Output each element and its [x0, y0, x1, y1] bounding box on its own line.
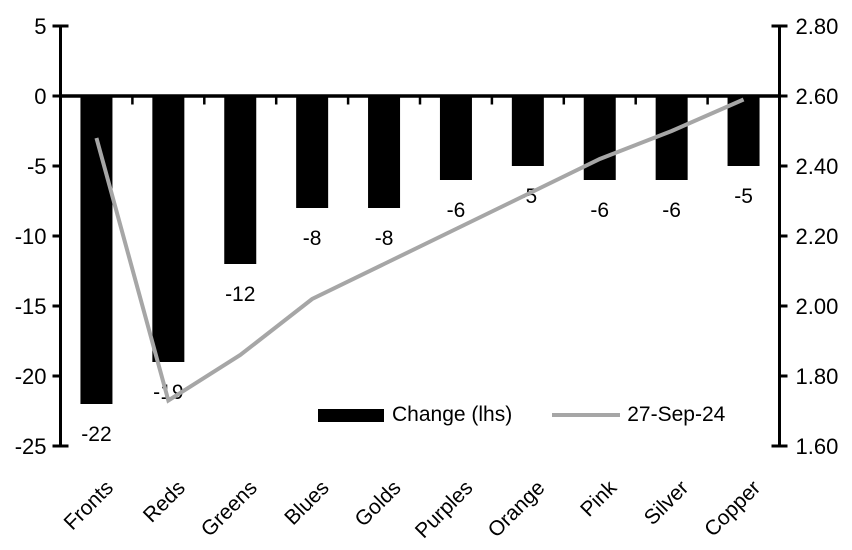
bar-value-label: -6 [590, 199, 609, 222]
bar-value-label: -6 [447, 199, 466, 222]
right-axis-tick-label: 1.60 [796, 434, 839, 459]
bar-value-label: -8 [375, 227, 394, 250]
left-axis-tick-label: -15 [15, 294, 47, 319]
bar-golds [368, 96, 401, 208]
category-label-pink: Pink [576, 476, 622, 522]
legend-label-change: Change (lhs) [392, 403, 513, 426]
bar-purples [439, 96, 472, 180]
left-axis-tick-label: 5 [34, 14, 46, 39]
left-axis-tick-label: -10 [15, 224, 47, 249]
category-label-purples: Purples [411, 476, 478, 543]
category-label-orange: Orange [484, 476, 550, 542]
bar-value-label: -19 [153, 381, 183, 404]
right-axis-tick-label: 2.00 [796, 294, 839, 319]
line-series-27-sep-24 [94, 97, 745, 404]
bar-blues [296, 96, 329, 208]
bar-orange [511, 96, 544, 166]
category-label-greens: Greens [197, 476, 262, 541]
left-axis-tick-label: 0 [34, 84, 46, 109]
legend-label-date: 27-Sep-24 [627, 403, 726, 426]
bar-value-label: -6 [662, 199, 681, 222]
bar-value-label: -5 [734, 185, 753, 208]
category-label-silver: Silver [640, 476, 693, 529]
right-axis-tick-label: 1.80 [796, 364, 839, 389]
bar-silver [655, 96, 688, 180]
left-axis-tick-label: -25 [15, 434, 47, 459]
legend: Change (lhs) 27-Sep-24 [318, 402, 725, 428]
right-axis-tick-label: 2.40 [796, 154, 839, 179]
bar-pink [583, 96, 616, 180]
right-axis-tick-label: 2.80 [796, 14, 839, 39]
bar-greens [224, 96, 257, 264]
legend-line-swatch [552, 413, 621, 417]
category-label-golds: Golds [351, 476, 406, 531]
bar-fronts [80, 96, 113, 404]
category-label-fronts: Fronts [60, 476, 118, 534]
left-axis-tick-label: -5 [27, 154, 47, 179]
bar-value-label: -8 [303, 227, 322, 250]
bar-value-label: -22 [81, 423, 111, 446]
right-axis-tick-label: 2.60 [796, 84, 839, 109]
category-label-blues: Blues [280, 476, 333, 529]
legend-bar-swatch [318, 408, 384, 422]
bar-copper [727, 96, 760, 166]
bar-reds [152, 96, 185, 362]
category-label-reds: Reds [139, 476, 190, 527]
left-axis-tick-label: -20 [15, 364, 47, 389]
right-axis-tick-label: 2.20 [796, 224, 839, 249]
bar-value-label: -12 [225, 283, 255, 306]
category-label-copper: Copper [700, 476, 765, 541]
